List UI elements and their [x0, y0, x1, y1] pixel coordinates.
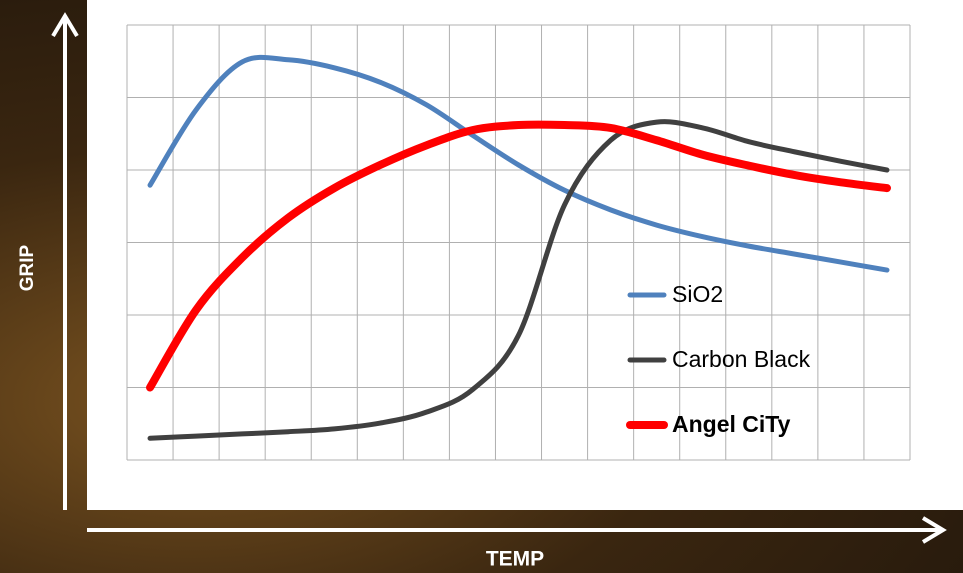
x-axis-arrow: [87, 518, 943, 542]
chart: GRIP TEMP SiO2 Carbon Black Angel CiTy: [0, 0, 963, 573]
y-axis-label: GRIP: [17, 244, 38, 291]
legend-label: Carbon Black: [672, 346, 811, 372]
page: GRIP TEMP SiO2Carbon BlackAngel CiTy (()…: [0, 0, 963, 573]
legend-label: Angel CiTy: [672, 411, 791, 437]
legend-label: SiO2: [672, 281, 723, 307]
y-axis-arrow: [53, 16, 77, 510]
x-axis-label: TEMP: [486, 548, 544, 571]
